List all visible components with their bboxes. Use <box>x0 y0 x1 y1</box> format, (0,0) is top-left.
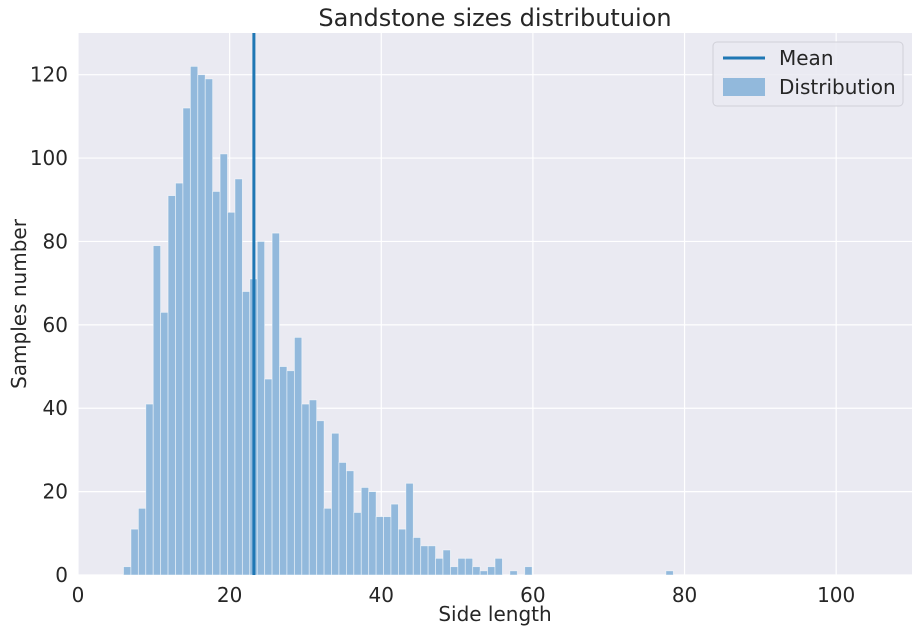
histogram-bar <box>405 482 414 576</box>
histogram-bar <box>175 182 184 576</box>
histogram-bar <box>182 107 191 576</box>
x-tick-label: 0 <box>72 583 85 607</box>
histogram-bar <box>665 570 674 576</box>
histogram-bar <box>145 403 154 576</box>
y-tick-label: 120 <box>30 63 68 87</box>
histogram-bar <box>427 545 436 576</box>
histogram-bar <box>123 566 132 576</box>
histogram-bar <box>308 399 318 576</box>
histogram-bar <box>524 566 533 576</box>
histogram-bar <box>227 211 236 576</box>
histogram-bar <box>487 566 496 576</box>
legend-distribution-swatch <box>723 78 765 96</box>
histogram-bar <box>167 195 176 576</box>
histogram-bar <box>219 153 228 576</box>
x-tick-labels: 0 20 40 60 80 100 <box>72 583 856 607</box>
histogram-bar <box>383 516 392 576</box>
histogram-bar <box>130 528 139 576</box>
histogram-bar <box>420 545 429 576</box>
histogram-bar <box>479 570 488 576</box>
y-tick-label: 60 <box>43 313 68 337</box>
histogram-bar <box>435 557 444 576</box>
histogram-bar <box>323 507 332 576</box>
y-tick-label: 20 <box>43 480 68 504</box>
histogram-bar <box>160 311 169 576</box>
x-tick-label: 100 <box>817 583 855 607</box>
histogram-bar <box>264 378 273 576</box>
x-axis-label: Side length <box>438 602 551 626</box>
legend-mean-label: Mean <box>779 46 834 70</box>
histogram-bar <box>360 487 370 576</box>
histogram-bar <box>450 566 459 576</box>
histogram-bar <box>375 516 384 576</box>
y-tick-label: 40 <box>43 396 68 420</box>
histogram-bar <box>345 470 355 576</box>
chart-title: Sandstone sizes distributuion <box>318 4 671 32</box>
x-tick-label: 80 <box>672 583 697 607</box>
histogram-bar <box>204 78 214 576</box>
histogram-bar <box>368 491 377 576</box>
x-tick-label: 20 <box>217 583 242 607</box>
histogram-bar <box>390 503 399 576</box>
legend: Mean Distribution <box>712 41 904 107</box>
histogram-bar <box>338 462 347 576</box>
histogram-bar <box>256 241 266 576</box>
histogram-bar <box>442 549 451 576</box>
histogram-bar <box>279 366 288 576</box>
histogram-bar <box>234 178 243 576</box>
histogram-bar <box>509 570 518 576</box>
histogram-bars <box>123 65 674 576</box>
y-axis-label: Samples number <box>7 218 31 389</box>
histogram-bar <box>331 432 340 576</box>
histogram-bar <box>271 232 280 576</box>
histogram-bar <box>464 557 474 576</box>
histogram-bar <box>152 245 162 576</box>
histogram-bar <box>353 512 362 576</box>
histogram-bar <box>457 557 466 576</box>
x-tick-label: 60 <box>520 583 545 607</box>
legend-distribution-label: Distribution <box>779 75 896 99</box>
histogram-bar <box>293 336 303 576</box>
x-tick-label: 40 <box>369 583 394 607</box>
histogram-bar <box>412 537 422 576</box>
histogram-bar <box>212 191 221 576</box>
y-tick-label: 100 <box>30 146 68 170</box>
histogram-bar <box>316 420 325 576</box>
y-tick-label: 0 <box>55 563 68 587</box>
y-tick-labels: 0 20 40 60 80 100 120 <box>30 63 68 587</box>
histogram-bar <box>494 557 503 576</box>
histogram-bar <box>472 566 481 576</box>
y-tick-label: 80 <box>43 229 68 253</box>
histogram-bar <box>286 370 295 576</box>
histogram-bar <box>301 403 310 576</box>
histogram-bar <box>241 291 251 576</box>
histogram-bar <box>197 74 206 576</box>
histogram-bar <box>398 528 407 576</box>
histogram-bar <box>137 507 147 576</box>
histogram-bar <box>189 65 199 576</box>
